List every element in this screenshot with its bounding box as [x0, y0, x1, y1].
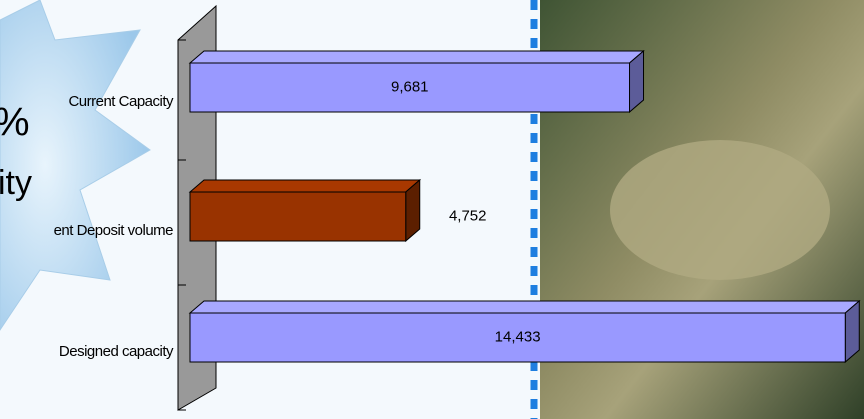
bar — [189, 312, 846, 363]
axis-ticks — [177, 39, 186, 411]
star-shape — [0, 0, 151, 331]
bar-top — [188, 300, 861, 314]
annotation: % — [0, 101, 30, 145]
y-tick-label: Designed capacity — [59, 343, 174, 360]
bar-top — [188, 179, 422, 193]
bar — [189, 62, 631, 113]
data-label: 9,681 — [391, 78, 429, 95]
data-label: 14,433 — [495, 328, 541, 345]
bar-top — [188, 50, 645, 64]
annotation: ity — [0, 164, 32, 202]
data-label: 4,752 — [449, 207, 487, 224]
reservoir — [610, 140, 830, 280]
y-tick-label: Current Capacity — [68, 93, 174, 110]
y-tick-label: ent Deposit volume — [54, 222, 174, 239]
bar — [189, 191, 407, 242]
